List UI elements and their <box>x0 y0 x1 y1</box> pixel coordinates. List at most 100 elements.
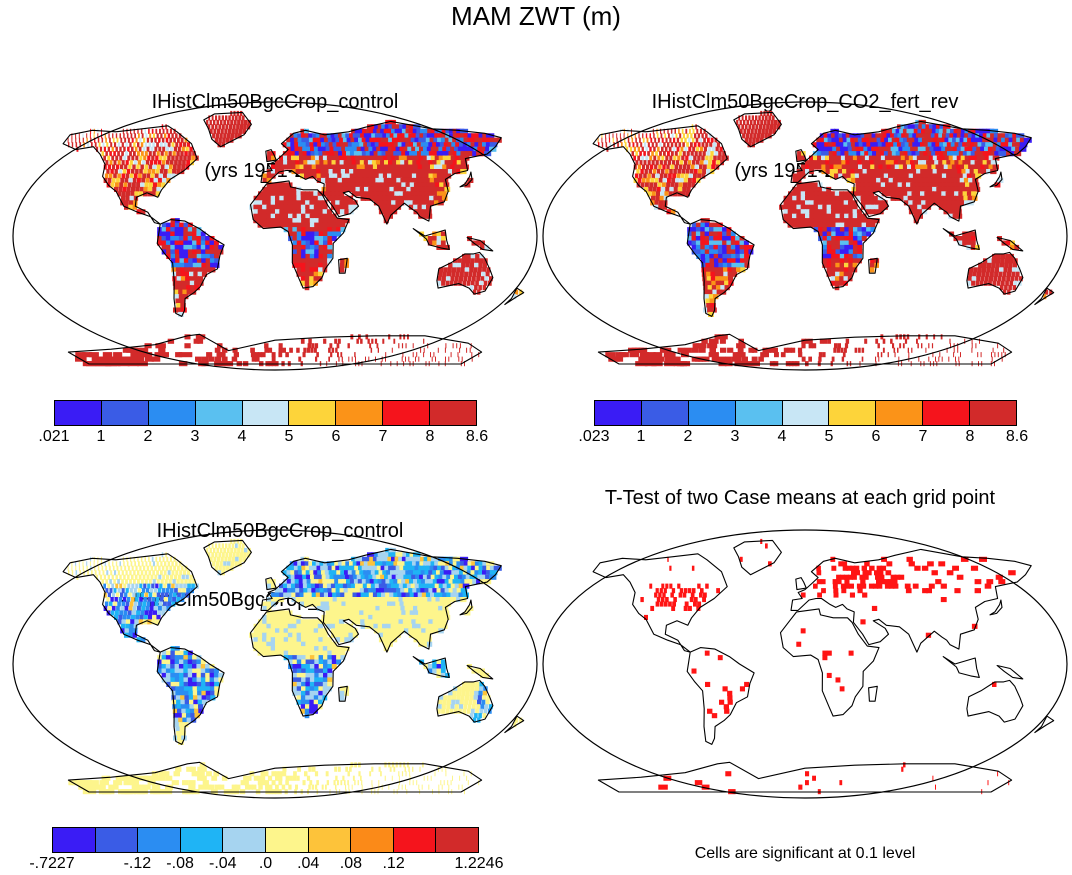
map-frame <box>542 101 1068 371</box>
coastline-antarctica <box>597 333 1013 365</box>
colorbar-label: 7 <box>918 428 928 445</box>
panel-ttest-title: T-Test of two Case means at each grid po… <box>604 487 996 509</box>
coastline-indonesia <box>942 228 980 250</box>
colorbar-swatch <box>336 401 384 425</box>
coastline-uk <box>265 149 277 163</box>
colorbar-swatch <box>95 828 139 852</box>
coastline-greenland <box>203 111 252 148</box>
coastline-north-america <box>62 553 198 653</box>
coastline-new-zealand <box>1034 287 1055 306</box>
panel-diff-title-line1: IHistClm50BgcCrop_control <box>156 520 404 542</box>
map-ttest <box>542 529 1068 799</box>
figure-title: MAM ZWT (m) <box>451 1 621 31</box>
map-control <box>12 101 538 371</box>
map-co2 <box>542 101 1068 371</box>
colorbar-swatch <box>735 401 783 425</box>
colorbar-label: 8.6 <box>1005 428 1029 445</box>
coastline-africa <box>249 180 350 289</box>
coastline-madagascar <box>338 685 348 702</box>
coastline-south-america <box>686 647 755 745</box>
colorbar-label: .08 <box>339 855 363 872</box>
colorbar-diff <box>52 827 479 853</box>
coastline-new-zealand <box>504 715 525 734</box>
coastline-africa <box>249 608 350 717</box>
colorbar-swatch <box>829 401 877 425</box>
coastline-madagascar <box>868 685 878 702</box>
colorbar-label: 2 <box>683 428 693 445</box>
colorbar-swatch <box>970 401 1017 425</box>
colorbar-label: 1 <box>636 428 646 445</box>
significance-note: Cells are significant at 0.1 level <box>694 845 916 862</box>
coastline-australia <box>436 679 494 723</box>
colorbar-label: 8 <box>965 428 975 445</box>
colorbar-co2 <box>594 400 1017 426</box>
coastline-australia <box>966 679 1024 723</box>
colorbar-label: 6 <box>871 428 881 445</box>
colorbar-swatch <box>782 401 830 425</box>
colorbar-label: .04 <box>297 855 320 872</box>
coastline-new-guinea <box>466 236 494 252</box>
colorbar-label: .023 <box>578 428 610 445</box>
colorbar-label: -.08 <box>166 855 194 872</box>
colorbar-swatch <box>876 401 924 425</box>
colorbar-swatch <box>430 401 477 425</box>
colorbar-swatch <box>436 828 478 852</box>
coastline-indonesia <box>412 656 450 678</box>
colorbar-swatch <box>265 828 309 852</box>
colorbar-label: 2 <box>143 428 153 445</box>
coastline-japan <box>989 171 1003 188</box>
coastline-australia <box>436 251 494 295</box>
coastline-greenland <box>203 539 252 576</box>
colorbar-diff-labels: -.7227 -.12 -.08 -.04 .0 .04 .08 .12 1.2246 <box>29 855 503 875</box>
colorbar-label: 6 <box>331 428 341 445</box>
colorbar-label: -.04 <box>209 855 237 872</box>
colorbar-swatch <box>242 401 290 425</box>
colorbar-label: .021 <box>38 428 70 445</box>
colorbar-swatch <box>351 828 394 852</box>
coastline-eurasia <box>260 548 502 653</box>
colorbar-control <box>54 400 477 426</box>
colorbar-label: -.12 <box>123 855 152 872</box>
colorbar-label: 8.6 <box>465 428 489 445</box>
colorbar-swatch <box>55 401 102 425</box>
coastline-africa <box>779 180 880 289</box>
colorbar-swatch <box>308 828 352 852</box>
colorbar-label: 5 <box>824 428 834 445</box>
coastline-north-america <box>592 125 728 225</box>
coastline-madagascar <box>868 257 878 274</box>
map-diff <box>12 529 538 799</box>
coastline-greenland <box>733 539 782 576</box>
colorbar-label: -.7227 <box>29 855 75 872</box>
colorbar-label: 3 <box>730 428 740 445</box>
coastline-new-guinea <box>996 236 1024 252</box>
colorbar-label: 1 <box>96 428 106 445</box>
coastline-japan <box>459 599 473 616</box>
coastline-new-guinea <box>996 664 1024 680</box>
coastline-north-america <box>592 553 728 653</box>
colorbar-co2-labels: .023 1 2 3 4 5 6 7 8 8.6 <box>578 428 1028 448</box>
colorbar-control-labels: .021 1 2 3 4 5 6 7 8 8.6 <box>38 428 488 448</box>
coastline-new-guinea <box>466 664 494 680</box>
colorbar-swatch <box>148 401 196 425</box>
coastline-greenland <box>733 111 782 148</box>
coastline-uk <box>795 577 807 591</box>
colorbar-swatch <box>195 401 243 425</box>
colorbar-label: .0 <box>258 855 273 872</box>
coastline-eurasia <box>790 120 1032 225</box>
coastline-eurasia <box>790 548 1032 653</box>
colorbar-swatch <box>923 401 971 425</box>
colorbar-swatch <box>138 828 181 852</box>
colorbar-swatch <box>289 401 337 425</box>
colorbar-swatch <box>688 401 736 425</box>
coastline-antarctica <box>67 761 483 793</box>
map-frame <box>12 529 538 799</box>
coastline-eurasia <box>260 120 502 225</box>
coastline-antarctica <box>67 333 483 365</box>
colorbar-label: 1.2246 <box>454 855 504 872</box>
coastline-south-america <box>686 219 755 317</box>
coastline-new-zealand <box>504 287 525 306</box>
colorbar-swatch <box>223 828 266 852</box>
colorbar-swatch <box>595 401 642 425</box>
colorbar-swatch <box>393 828 437 852</box>
coastline-japan <box>989 599 1003 616</box>
